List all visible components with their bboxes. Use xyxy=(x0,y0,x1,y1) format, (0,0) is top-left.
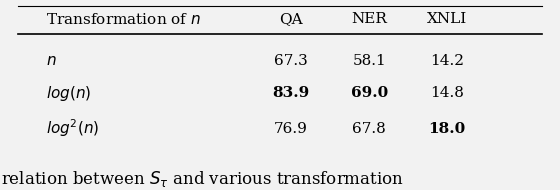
Text: 58.1: 58.1 xyxy=(352,54,386,68)
Text: 18.0: 18.0 xyxy=(428,122,466,136)
Text: $n$: $n$ xyxy=(46,54,57,68)
Text: 14.8: 14.8 xyxy=(430,86,464,100)
Text: 67.3: 67.3 xyxy=(274,54,308,68)
Text: relation between $S_{\tau}$ and various transformation: relation between $S_{\tau}$ and various … xyxy=(1,169,404,189)
Text: NER: NER xyxy=(351,12,387,26)
Text: 83.9: 83.9 xyxy=(273,86,310,100)
Text: QA: QA xyxy=(279,12,303,26)
Text: $log^2(n)$: $log^2(n)$ xyxy=(46,118,99,139)
Text: $log(n)$: $log(n)$ xyxy=(46,84,91,103)
Text: 14.2: 14.2 xyxy=(430,54,464,68)
Text: Transformation of $n$: Transformation of $n$ xyxy=(46,12,201,27)
Text: 76.9: 76.9 xyxy=(274,122,308,136)
Text: XNLI: XNLI xyxy=(427,12,467,26)
Text: 69.0: 69.0 xyxy=(351,86,388,100)
Text: 67.8: 67.8 xyxy=(352,122,386,136)
